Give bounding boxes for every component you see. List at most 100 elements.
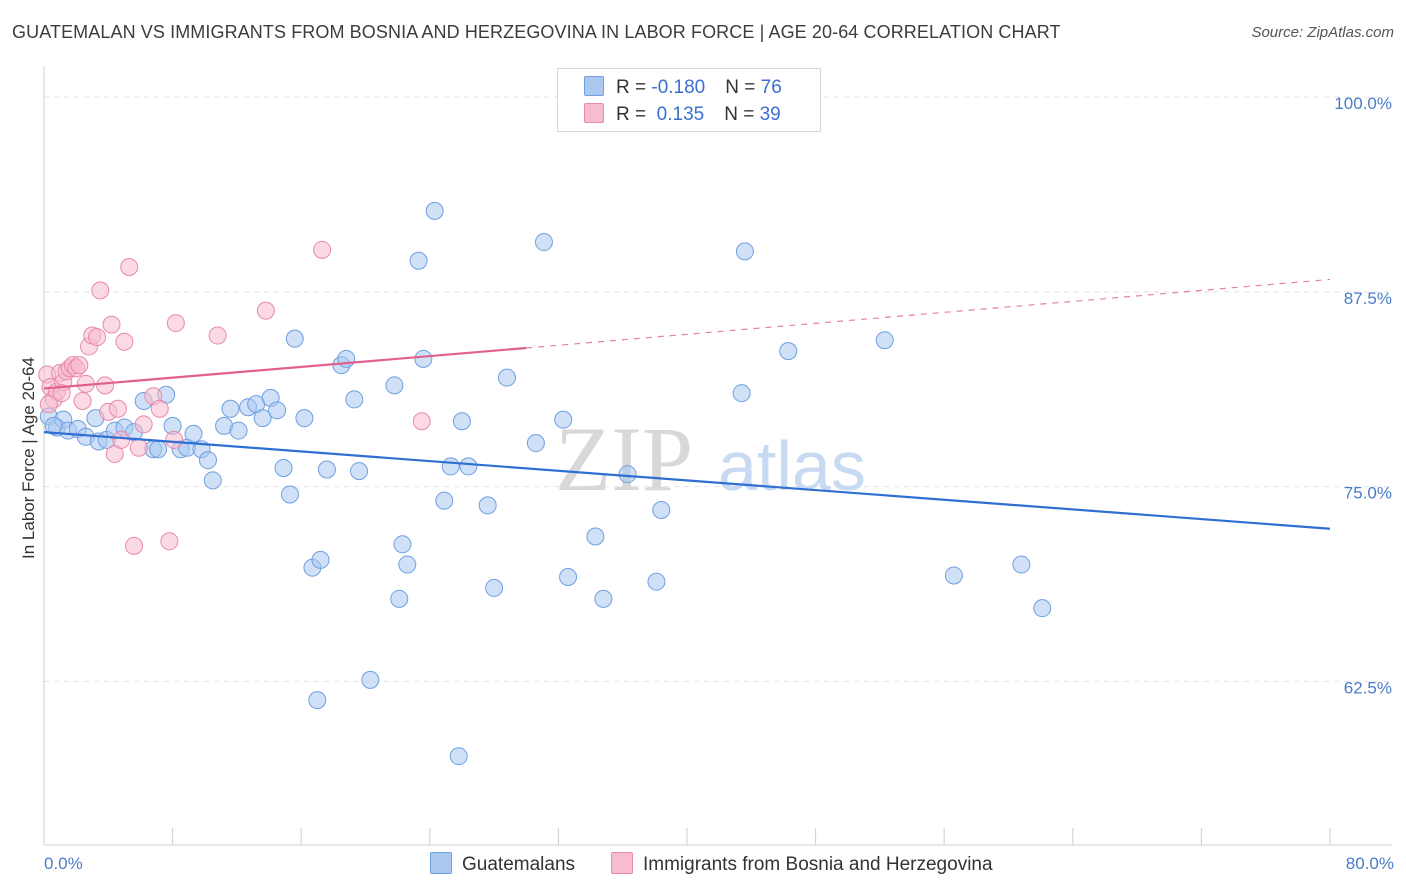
point-guatemalans (390, 589, 409, 608)
grid-layer (44, 96, 1392, 682)
point-guatemalans (385, 376, 404, 395)
point-guatemalans (345, 390, 364, 409)
legend-label: Immigrants from Bosnia and Herzegovina (643, 854, 993, 875)
point-bosnia (115, 332, 134, 351)
legend-label: Guatemalans (462, 854, 576, 875)
point-guatemalans (337, 349, 356, 368)
point-guatemalans (485, 578, 504, 597)
point-bosnia (313, 240, 332, 259)
legend-swatch-pink (584, 103, 604, 123)
legend-item-guatemalans[interactable]: Guatemalans (430, 852, 575, 876)
legend-row-bosnia: R = 0.135 N = 39 (584, 103, 781, 125)
point-bosnia (39, 395, 58, 414)
chart-title: GUATEMALAN VS IMMIGRANTS FROM BOSNIA AND… (12, 22, 1061, 42)
legend-r-label: R = (616, 77, 652, 98)
point-guatemalans (559, 568, 578, 587)
legend-swatch-blue (584, 76, 604, 96)
point-guatemalans (203, 471, 222, 490)
stats-legend: R = -0.180 N = 76 R = 0.135 N = 39 (557, 68, 821, 132)
x-tick-label: 0.0% (44, 854, 83, 873)
points-layer (38, 201, 1052, 766)
point-bosnia (412, 412, 431, 431)
point-bosnia (160, 532, 179, 551)
point-guatemalans (317, 460, 336, 479)
point-bosnia (70, 356, 89, 375)
point-guatemalans (586, 527, 605, 546)
point-guatemalans (414, 349, 433, 368)
legend-r-value: -0.180 (651, 77, 706, 98)
point-guatemalans (280, 485, 299, 504)
point-bosnia (165, 430, 184, 449)
watermark-zip: ZIP (555, 408, 693, 510)
point-guatemalans (459, 457, 478, 476)
y-tick-label: 87.5% (1344, 289, 1392, 308)
y-tick-label: 75.0% (1344, 484, 1392, 503)
y-tick-label: 62.5% (1344, 678, 1392, 697)
point-guatemalans (497, 368, 516, 387)
point-guatemalans (268, 401, 287, 420)
point-bosnia (125, 536, 144, 555)
point-guatemalans (221, 399, 240, 418)
y-axis-label: In Labor Force | Age 20-64 (19, 357, 38, 559)
point-guatemalans (295, 409, 314, 428)
point-guatemalans (779, 342, 798, 361)
point-bosnia (129, 438, 148, 457)
point-bosnia (88, 328, 107, 347)
point-bosnia (166, 314, 185, 333)
point-guatemalans (274, 458, 293, 477)
legend-n-value: 39 (759, 104, 781, 125)
point-bosnia (73, 391, 92, 410)
point-guatemalans (875, 331, 894, 350)
axes-layer: 62.5% 75.0% 87.5% 100.0% 0.0% 80.0% (43, 66, 1394, 873)
point-guatemalans (1012, 555, 1031, 574)
point-guatemalans (350, 462, 369, 481)
point-bosnia (208, 326, 227, 345)
point-guatemalans (732, 384, 751, 403)
point-guatemalans (944, 566, 963, 585)
point-guatemalans (285, 329, 304, 348)
legend-n-label: N = (725, 77, 761, 98)
point-bosnia (91, 281, 110, 300)
point-guatemalans (425, 201, 444, 220)
y-tick-label: 100.0% (1334, 94, 1392, 113)
point-guatemalans (361, 670, 380, 689)
point-bosnia (256, 301, 275, 320)
point-guatemalans (735, 242, 754, 261)
legend-r-value: 0.135 (651, 104, 705, 125)
trendline-guatemalans (43, 431, 1331, 530)
trend-layer (43, 278, 1331, 530)
source-credit: Source: ZipAtlas.com (1251, 24, 1394, 41)
point-guatemalans (449, 747, 468, 766)
point-guatemalans (229, 421, 248, 440)
point-bosnia (120, 257, 139, 276)
point-guatemalans (1033, 599, 1052, 618)
point-guatemalans (618, 465, 637, 484)
point-guatemalans (441, 457, 460, 476)
point-guatemalans (398, 555, 417, 574)
legend-swatch-blue (430, 852, 452, 874)
point-guatemalans (652, 501, 671, 520)
trendline-bosnia (43, 346, 527, 390)
legend-swatch-pink (611, 852, 633, 874)
legend-n-label: N = (724, 104, 760, 125)
point-guatemalans (594, 589, 613, 608)
point-guatemalans (308, 691, 327, 710)
legend-n-value: 76 (760, 77, 782, 98)
legend-r-label: R = (616, 104, 652, 125)
trendline-bosnia-extension (526, 278, 1331, 349)
point-bosnia (96, 376, 115, 395)
x-tick-label: 80.0% (1346, 854, 1394, 873)
point-bosnia (108, 399, 127, 418)
legend-row-guatemalans: R = -0.180 N = 76 (584, 76, 782, 98)
point-bosnia (150, 399, 169, 418)
point-bosnia (134, 415, 153, 434)
point-guatemalans (409, 251, 428, 270)
series-legend: Guatemalans Immigrants from Bosnia and H… (0, 852, 1406, 878)
point-guatemalans (184, 424, 203, 443)
point-guatemalans (526, 434, 545, 453)
point-guatemalans (253, 409, 272, 428)
point-bosnia (102, 315, 121, 334)
point-guatemalans (554, 410, 573, 429)
legend-item-bosnia[interactable]: Immigrants from Bosnia and Herzegovina (611, 852, 993, 876)
